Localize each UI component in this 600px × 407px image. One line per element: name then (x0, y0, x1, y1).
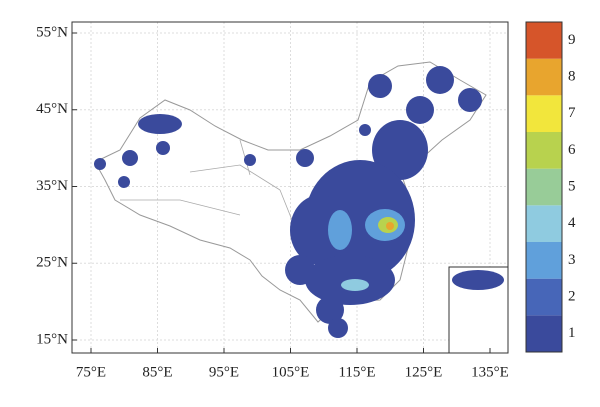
x-tick-label: 125°E (405, 364, 443, 380)
density-blob (386, 222, 394, 230)
colorbar-swatch (526, 315, 562, 352)
colorbar-label: 1 (568, 325, 576, 341)
x-tick-label: 105°E (272, 364, 310, 380)
colorbar-swatch (526, 95, 562, 132)
x-tick-label: 115°E (338, 364, 375, 380)
density-blob (328, 210, 352, 250)
x-tick-label: 85°E (142, 364, 172, 380)
density-blob (341, 279, 369, 291)
colorbar-swatch (526, 205, 562, 242)
colorbar-label: 6 (568, 142, 576, 158)
density-blobs (94, 66, 482, 338)
colorbar-swatch (526, 168, 562, 206)
colorbar-label: 9 (568, 32, 576, 48)
inset-blob (452, 270, 504, 290)
colorbar-label: 5 (568, 178, 576, 194)
colorbar-swatch (526, 242, 562, 279)
colorbar-swatch (526, 58, 562, 96)
y-tick-label: 35°N (36, 178, 68, 194)
y-tick-label: 55°N (36, 24, 68, 40)
map-frame (71, 21, 509, 354)
colorbar-swatch (526, 132, 562, 169)
colorbar-swatch (526, 278, 562, 316)
colorbar-label: 3 (568, 252, 576, 268)
x-tick-label: 75°E (76, 364, 106, 380)
colorbar-label: 2 (568, 288, 576, 304)
colorbar-label: 7 (568, 105, 576, 121)
colorbar-label: 4 (568, 215, 576, 231)
colorbar-swatch (526, 22, 562, 59)
x-tick-label: 135°E (471, 364, 509, 380)
colorbar-frame (525, 21, 563, 353)
y-tick-label: 25°N (36, 255, 68, 271)
map-layer (94, 61, 509, 354)
colorbar-label: 8 (568, 68, 576, 84)
x-tick-label: 95°E (209, 364, 239, 380)
y-tick-label: 45°N (36, 101, 68, 117)
y-tick-label: 15°N (36, 331, 68, 347)
